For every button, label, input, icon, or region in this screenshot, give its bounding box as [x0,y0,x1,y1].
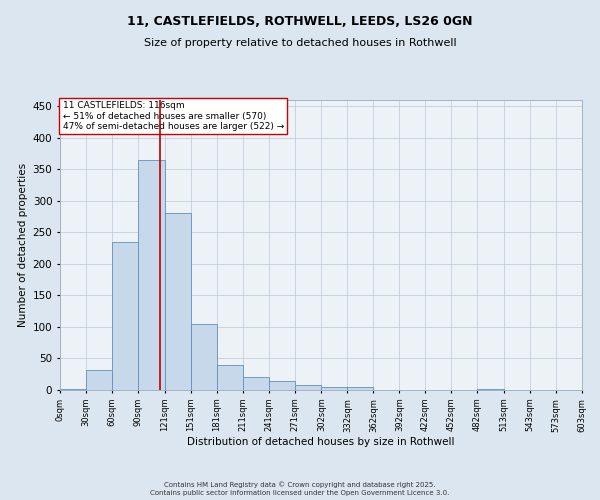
Bar [477,388,504,390]
Text: 11, CASTLEFIELDS, ROTHWELL, LEEDS, LS26 0GN: 11, CASTLEFIELDS, ROTHWELL, LEEDS, LS26 … [127,15,473,28]
Bar [60,388,86,390]
Bar [191,324,217,390]
Bar [217,365,242,390]
Bar [269,380,295,390]
Bar [138,160,165,390]
X-axis label: Distribution of detached houses by size in Rothwell: Distribution of detached houses by size … [187,437,455,447]
Bar [322,388,347,390]
Text: Contains public sector information licensed under the Open Government Licence 3.: Contains public sector information licen… [151,490,449,496]
Text: Size of property relative to detached houses in Rothwell: Size of property relative to detached ho… [143,38,457,48]
Bar [165,214,191,390]
Bar [242,378,269,390]
Bar [86,370,112,390]
Y-axis label: Number of detached properties: Number of detached properties [19,163,28,327]
Bar [295,385,322,390]
Bar [347,388,373,390]
Text: Contains HM Land Registry data © Crown copyright and database right 2025.: Contains HM Land Registry data © Crown c… [164,481,436,488]
Text: 11 CASTLEFIELDS: 116sqm
← 51% of detached houses are smaller (570)
47% of semi-d: 11 CASTLEFIELDS: 116sqm ← 51% of detache… [62,102,284,132]
Bar [112,242,138,390]
